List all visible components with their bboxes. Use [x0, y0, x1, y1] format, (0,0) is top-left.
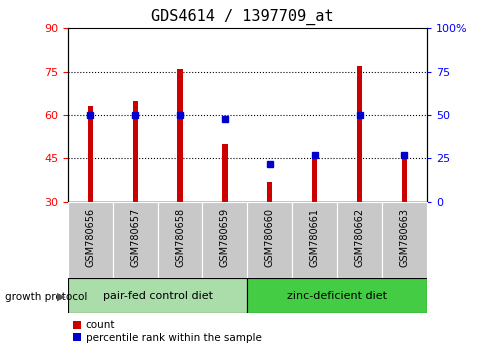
Text: GSM780658: GSM780658 — [175, 208, 185, 267]
Bar — [112, 202, 157, 278]
Text: zinc-deficient diet: zinc-deficient diet — [287, 291, 386, 301]
Bar — [291, 202, 336, 278]
Bar — [68, 202, 112, 278]
Text: GSM780661: GSM780661 — [309, 208, 319, 267]
Bar — [247, 278, 426, 313]
Bar — [177, 69, 182, 202]
Legend: count, percentile rank within the sample: count, percentile rank within the sample — [73, 320, 261, 343]
Bar — [267, 182, 272, 202]
Text: GSM780663: GSM780663 — [398, 208, 408, 267]
Text: GSM780657: GSM780657 — [130, 208, 140, 267]
Text: GSM780656: GSM780656 — [85, 208, 95, 267]
Bar — [401, 155, 406, 202]
Text: GSM780662: GSM780662 — [354, 208, 364, 267]
Bar — [132, 101, 137, 202]
Text: GSM780659: GSM780659 — [219, 208, 229, 267]
Bar — [88, 106, 93, 202]
Bar — [311, 153, 317, 202]
Text: GSM780660: GSM780660 — [264, 208, 274, 267]
Bar — [381, 202, 426, 278]
Bar — [336, 202, 381, 278]
Bar — [157, 202, 202, 278]
Bar — [247, 202, 291, 278]
Bar — [222, 144, 227, 202]
Bar — [356, 66, 362, 202]
Text: GDS4614 / 1397709_at: GDS4614 / 1397709_at — [151, 9, 333, 25]
Text: pair-fed control diet: pair-fed control diet — [103, 291, 212, 301]
Bar — [202, 202, 247, 278]
Text: growth protocol: growth protocol — [5, 292, 87, 302]
Bar — [68, 278, 247, 313]
Text: ▶: ▶ — [57, 292, 65, 302]
